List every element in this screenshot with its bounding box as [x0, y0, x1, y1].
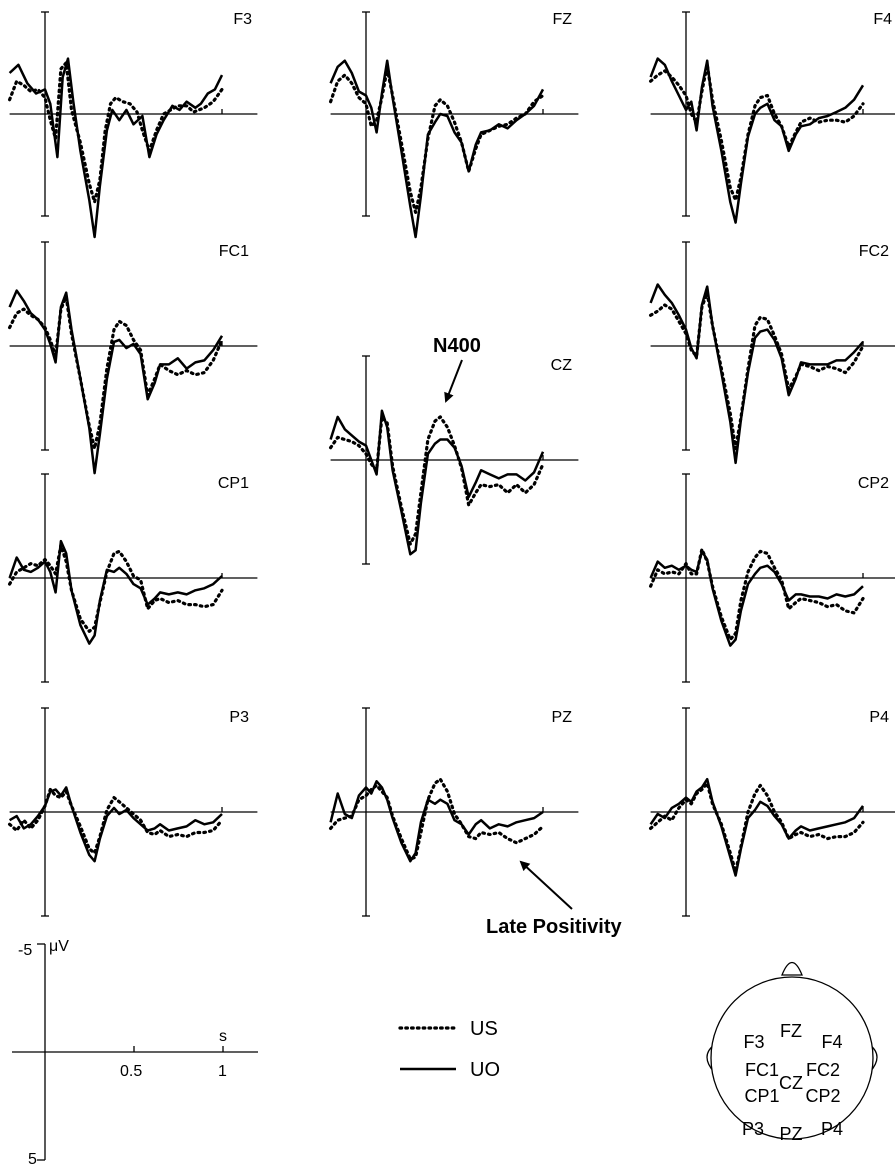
panel-p4-series-us: [649, 781, 865, 874]
head-label-f4: F4: [821, 1032, 842, 1052]
panel-pz-label: PZ: [552, 709, 573, 726]
scale-x-unit-label: s: [219, 1028, 227, 1045]
panel-cp2-series-us: [649, 547, 865, 642]
panel-fc1-series-uo: [8, 289, 224, 475]
head-label-p3: P3: [742, 1119, 764, 1139]
scale-y-unit-label: μV: [49, 938, 69, 955]
panel-cz-series-uo: [329, 409, 545, 556]
scale-bar: -5 μV 5 s 0.5 1: [12, 938, 258, 1168]
panel-p3-series-uo: [8, 786, 223, 863]
late-positivity-annotation: Late Positivity: [486, 860, 622, 938]
panel-p3-label: P3: [229, 709, 249, 726]
late-positivity-label: Late Positivity: [486, 916, 622, 938]
panel-cz-label: CZ: [551, 357, 573, 374]
scale-y-max-label: 5: [28, 1151, 37, 1168]
panel-cz: CZ: [329, 355, 579, 565]
panel-fc2-label: FC2: [859, 243, 889, 260]
panel-f4-series-us: [649, 63, 865, 202]
panel-fc1-series-us: [8, 295, 224, 451]
panel-f3: F3: [8, 11, 258, 239]
panel-f3-series-uo: [8, 57, 224, 239]
panel-grid: F3 FZ F4 FC1 FC2 CZ CP1 CP2 P3 PZ P4: [8, 11, 895, 917]
panel-pz: PZ: [329, 707, 579, 917]
panel-cp2: CP2: [649, 473, 895, 683]
n400-arrow: [444, 359, 463, 403]
head-outline: [710, 976, 874, 1140]
panel-f3-series-us: [8, 61, 224, 204]
panel-p3-series-us: [8, 787, 224, 855]
panel-cp1-series-uo: [8, 539, 223, 645]
scale-y-min-label: -5: [18, 942, 32, 959]
head-label-f3: F3: [743, 1032, 764, 1052]
head-label-p4: P4: [821, 1119, 843, 1139]
panel-fz-series-uo: [329, 59, 545, 239]
panel-fc1-label: FC1: [219, 243, 249, 260]
panel-cp2-label: CP2: [858, 475, 889, 492]
panel-fz-series-us: [329, 67, 545, 214]
head-label-cz: CZ: [779, 1073, 803, 1093]
legend-label-uo: UO: [470, 1059, 500, 1081]
scale-x-tick-label-05: 0.5: [120, 1063, 142, 1080]
panel-cp2-series-uo: [649, 550, 864, 647]
head-label-fc1: FC1: [745, 1060, 779, 1080]
panel-p4: P4: [649, 707, 895, 917]
panel-fz-label: FZ: [552, 11, 572, 28]
panel-f4-series-uo: [649, 57, 865, 224]
head-nose: [781, 961, 803, 976]
scale-x-tick-label-1: 1: [218, 1063, 227, 1080]
panel-fc2-series-uo: [649, 283, 864, 465]
panel-fc1: FC1: [8, 241, 258, 475]
head-label-fz: FZ: [780, 1021, 802, 1041]
late-positivity-arrow: [519, 860, 573, 910]
panel-fc2-series-us: [649, 291, 865, 451]
panel-cz-series-us: [329, 415, 545, 546]
panel-p4-label: P4: [869, 709, 889, 726]
panel-pz-series-uo: [329, 780, 544, 863]
panel-fc2: FC2: [649, 241, 895, 465]
panel-f4-label: F4: [873, 11, 892, 28]
head-label-cp2: CP2: [805, 1086, 840, 1106]
head-label-cp1: CP1: [744, 1086, 779, 1106]
panel-pz-series-us: [329, 777, 545, 861]
panel-f3-label: F3: [233, 11, 252, 28]
legend: US UO: [398, 1018, 500, 1081]
panel-p3: P3: [8, 707, 258, 917]
head-label-fc2: FC2: [806, 1060, 840, 1080]
n400-annotation: N400: [433, 335, 481, 403]
head-label-pz: PZ: [779, 1124, 802, 1144]
legend-label-us: US: [470, 1018, 498, 1040]
panel-fz: FZ: [329, 11, 579, 239]
panel-cp1-series-us: [8, 543, 224, 633]
panel-cp1: CP1: [8, 473, 258, 683]
n400-label: N400: [433, 335, 481, 357]
panel-p4-series-uo: [649, 777, 865, 877]
panel-f4: F4: [649, 11, 895, 224]
panel-cp1-label: CP1: [218, 475, 249, 492]
